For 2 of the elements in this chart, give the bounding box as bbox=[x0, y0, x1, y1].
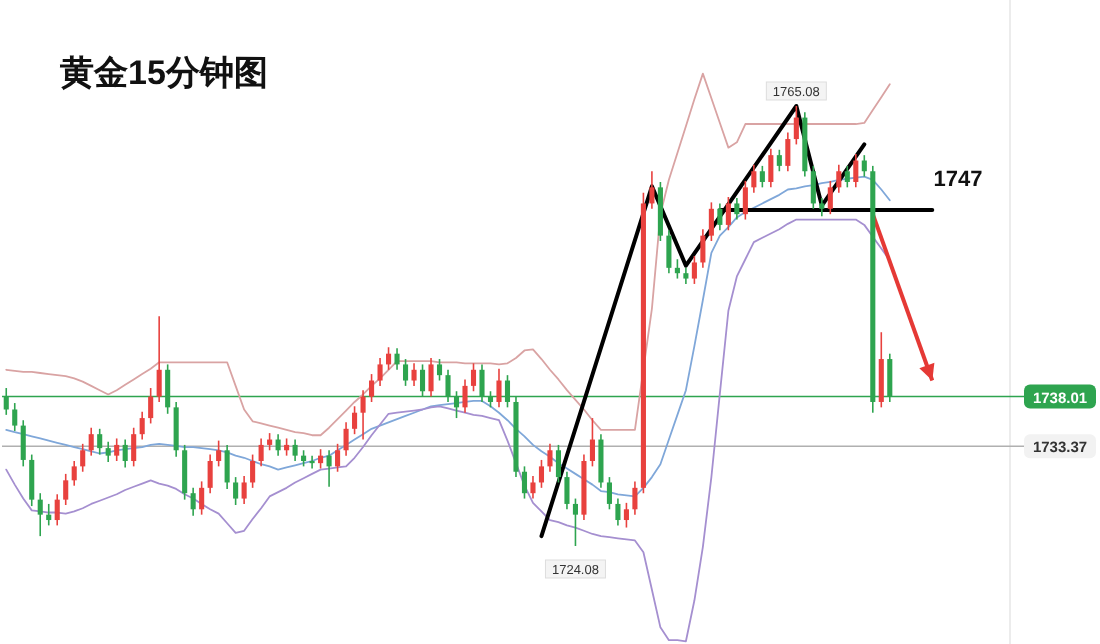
annotation: 1747 bbox=[933, 168, 983, 192]
title: 黄金15分钟图 bbox=[60, 54, 268, 92]
